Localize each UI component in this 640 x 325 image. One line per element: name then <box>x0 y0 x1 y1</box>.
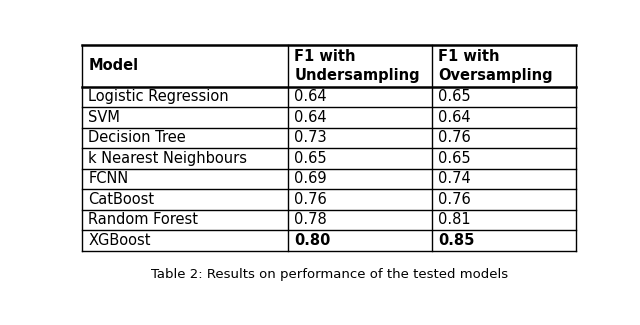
Text: 0.64: 0.64 <box>438 110 471 125</box>
Text: 0.80: 0.80 <box>294 233 331 248</box>
Text: 0.76: 0.76 <box>438 130 471 145</box>
Text: 0.76: 0.76 <box>438 192 471 207</box>
Text: Table 2: Results on performance of the tested models: Table 2: Results on performance of the t… <box>150 268 508 281</box>
Text: XGBoost: XGBoost <box>88 233 151 248</box>
Text: 0.74: 0.74 <box>438 171 471 187</box>
Text: 0.73: 0.73 <box>294 130 327 145</box>
Text: Logistic Regression: Logistic Regression <box>88 89 229 104</box>
Text: 0.65: 0.65 <box>438 151 471 166</box>
Text: Decision Tree: Decision Tree <box>88 130 186 145</box>
Text: FCNN: FCNN <box>88 171 129 187</box>
Text: Model: Model <box>88 58 138 73</box>
Text: 0.64: 0.64 <box>294 110 327 125</box>
Text: 0.76: 0.76 <box>294 192 327 207</box>
Text: 0.64: 0.64 <box>294 89 327 104</box>
Text: 0.81: 0.81 <box>438 213 471 228</box>
Text: 0.65: 0.65 <box>438 89 471 104</box>
Text: k Nearest Neighbours: k Nearest Neighbours <box>88 151 248 166</box>
Text: 0.69: 0.69 <box>294 171 327 187</box>
Text: F1 with
Undersampling: F1 with Undersampling <box>294 49 420 83</box>
Text: 0.78: 0.78 <box>294 213 327 228</box>
Text: Random Forest: Random Forest <box>88 213 198 228</box>
Text: SVM: SVM <box>88 110 120 125</box>
Text: CatBoost: CatBoost <box>88 192 154 207</box>
Text: 0.65: 0.65 <box>294 151 327 166</box>
Text: 0.85: 0.85 <box>438 233 474 248</box>
Text: F1 with
Oversampling: F1 with Oversampling <box>438 49 553 83</box>
